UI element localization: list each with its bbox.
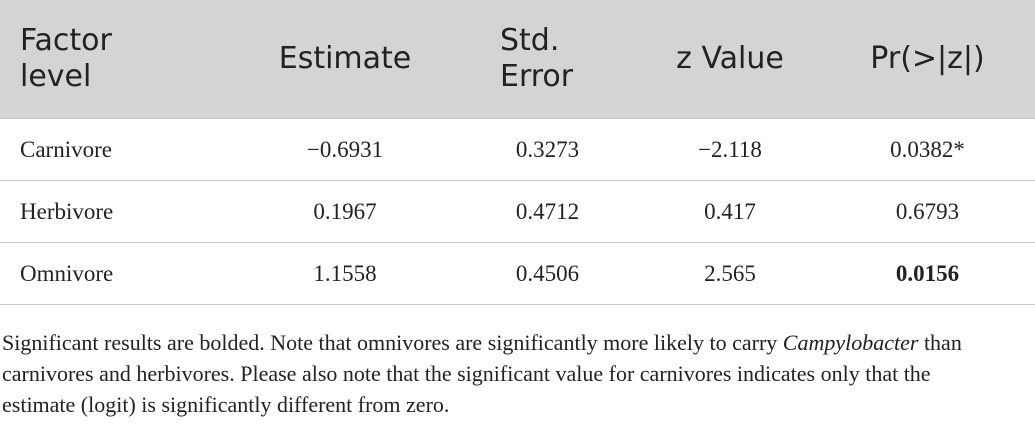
note-text: Campylobacter bbox=[782, 330, 919, 355]
header-row: Factor level Estimate Std. Error z Value Pr(… bbox=[0, 0, 1035, 119]
note-text: Significant results are bolded. Note tha… bbox=[2, 330, 783, 355]
table-cell: 0.0156 bbox=[820, 242, 1035, 305]
header-text: Std. Error bbox=[500, 23, 574, 94]
table-cell: Carnivore bbox=[0, 118, 235, 181]
table-cell: 0.1967 bbox=[235, 180, 455, 243]
table-cell: −2.118 bbox=[640, 118, 820, 181]
table-cell: 2.565 bbox=[640, 242, 820, 305]
table-row: Carnivore −0.6931 0.3273 −2.118 0.0382* bbox=[0, 118, 1035, 181]
table-cell: Herbivore bbox=[0, 180, 235, 243]
header-cell: z Value bbox=[640, 0, 820, 119]
table-cell: Omnivore bbox=[0, 242, 235, 305]
table-cell: 1.1558 bbox=[235, 242, 455, 305]
table-row: Omnivore 1.1558 0.4506 2.565 0.0156 bbox=[0, 242, 1035, 305]
header-cell: Pr(>|z|) bbox=[820, 0, 1035, 119]
header-cell: Estimate bbox=[235, 0, 455, 119]
table-cell: 0.4506 bbox=[455, 242, 640, 305]
table-cell: 0.417 bbox=[640, 180, 820, 243]
table-cell: 0.0382* bbox=[820, 118, 1035, 181]
data-table: Factor level Estimate Std. Error z Value Pr(… bbox=[0, 0, 1035, 305]
table-cell: −0.6931 bbox=[235, 118, 455, 181]
header-cell: Factor level bbox=[0, 0, 235, 119]
table-body: Carnivore −0.6931 0.3273 −2.118 0.0382* Herbi… bbox=[0, 118, 1035, 305]
header-cell: Std. Error bbox=[455, 0, 640, 119]
note-text: than carnivores and herbivores. Please a… bbox=[2, 330, 962, 417]
table-note: Significant results are bolded. Note tha… bbox=[2, 327, 1009, 420]
table-cell: 0.4712 bbox=[455, 180, 640, 243]
header-text: Estimate bbox=[278, 41, 412, 76]
table-cell: 0.6793 bbox=[820, 180, 1035, 243]
header-text: Pr(>|z|) bbox=[870, 41, 985, 76]
table-cell: 0.3273 bbox=[455, 118, 640, 181]
table-row: Herbivore 0.1967 0.4712 0.417 0.6793 bbox=[0, 180, 1035, 243]
header-text: Factor level bbox=[20, 23, 112, 94]
header-text: z Value bbox=[676, 41, 784, 76]
